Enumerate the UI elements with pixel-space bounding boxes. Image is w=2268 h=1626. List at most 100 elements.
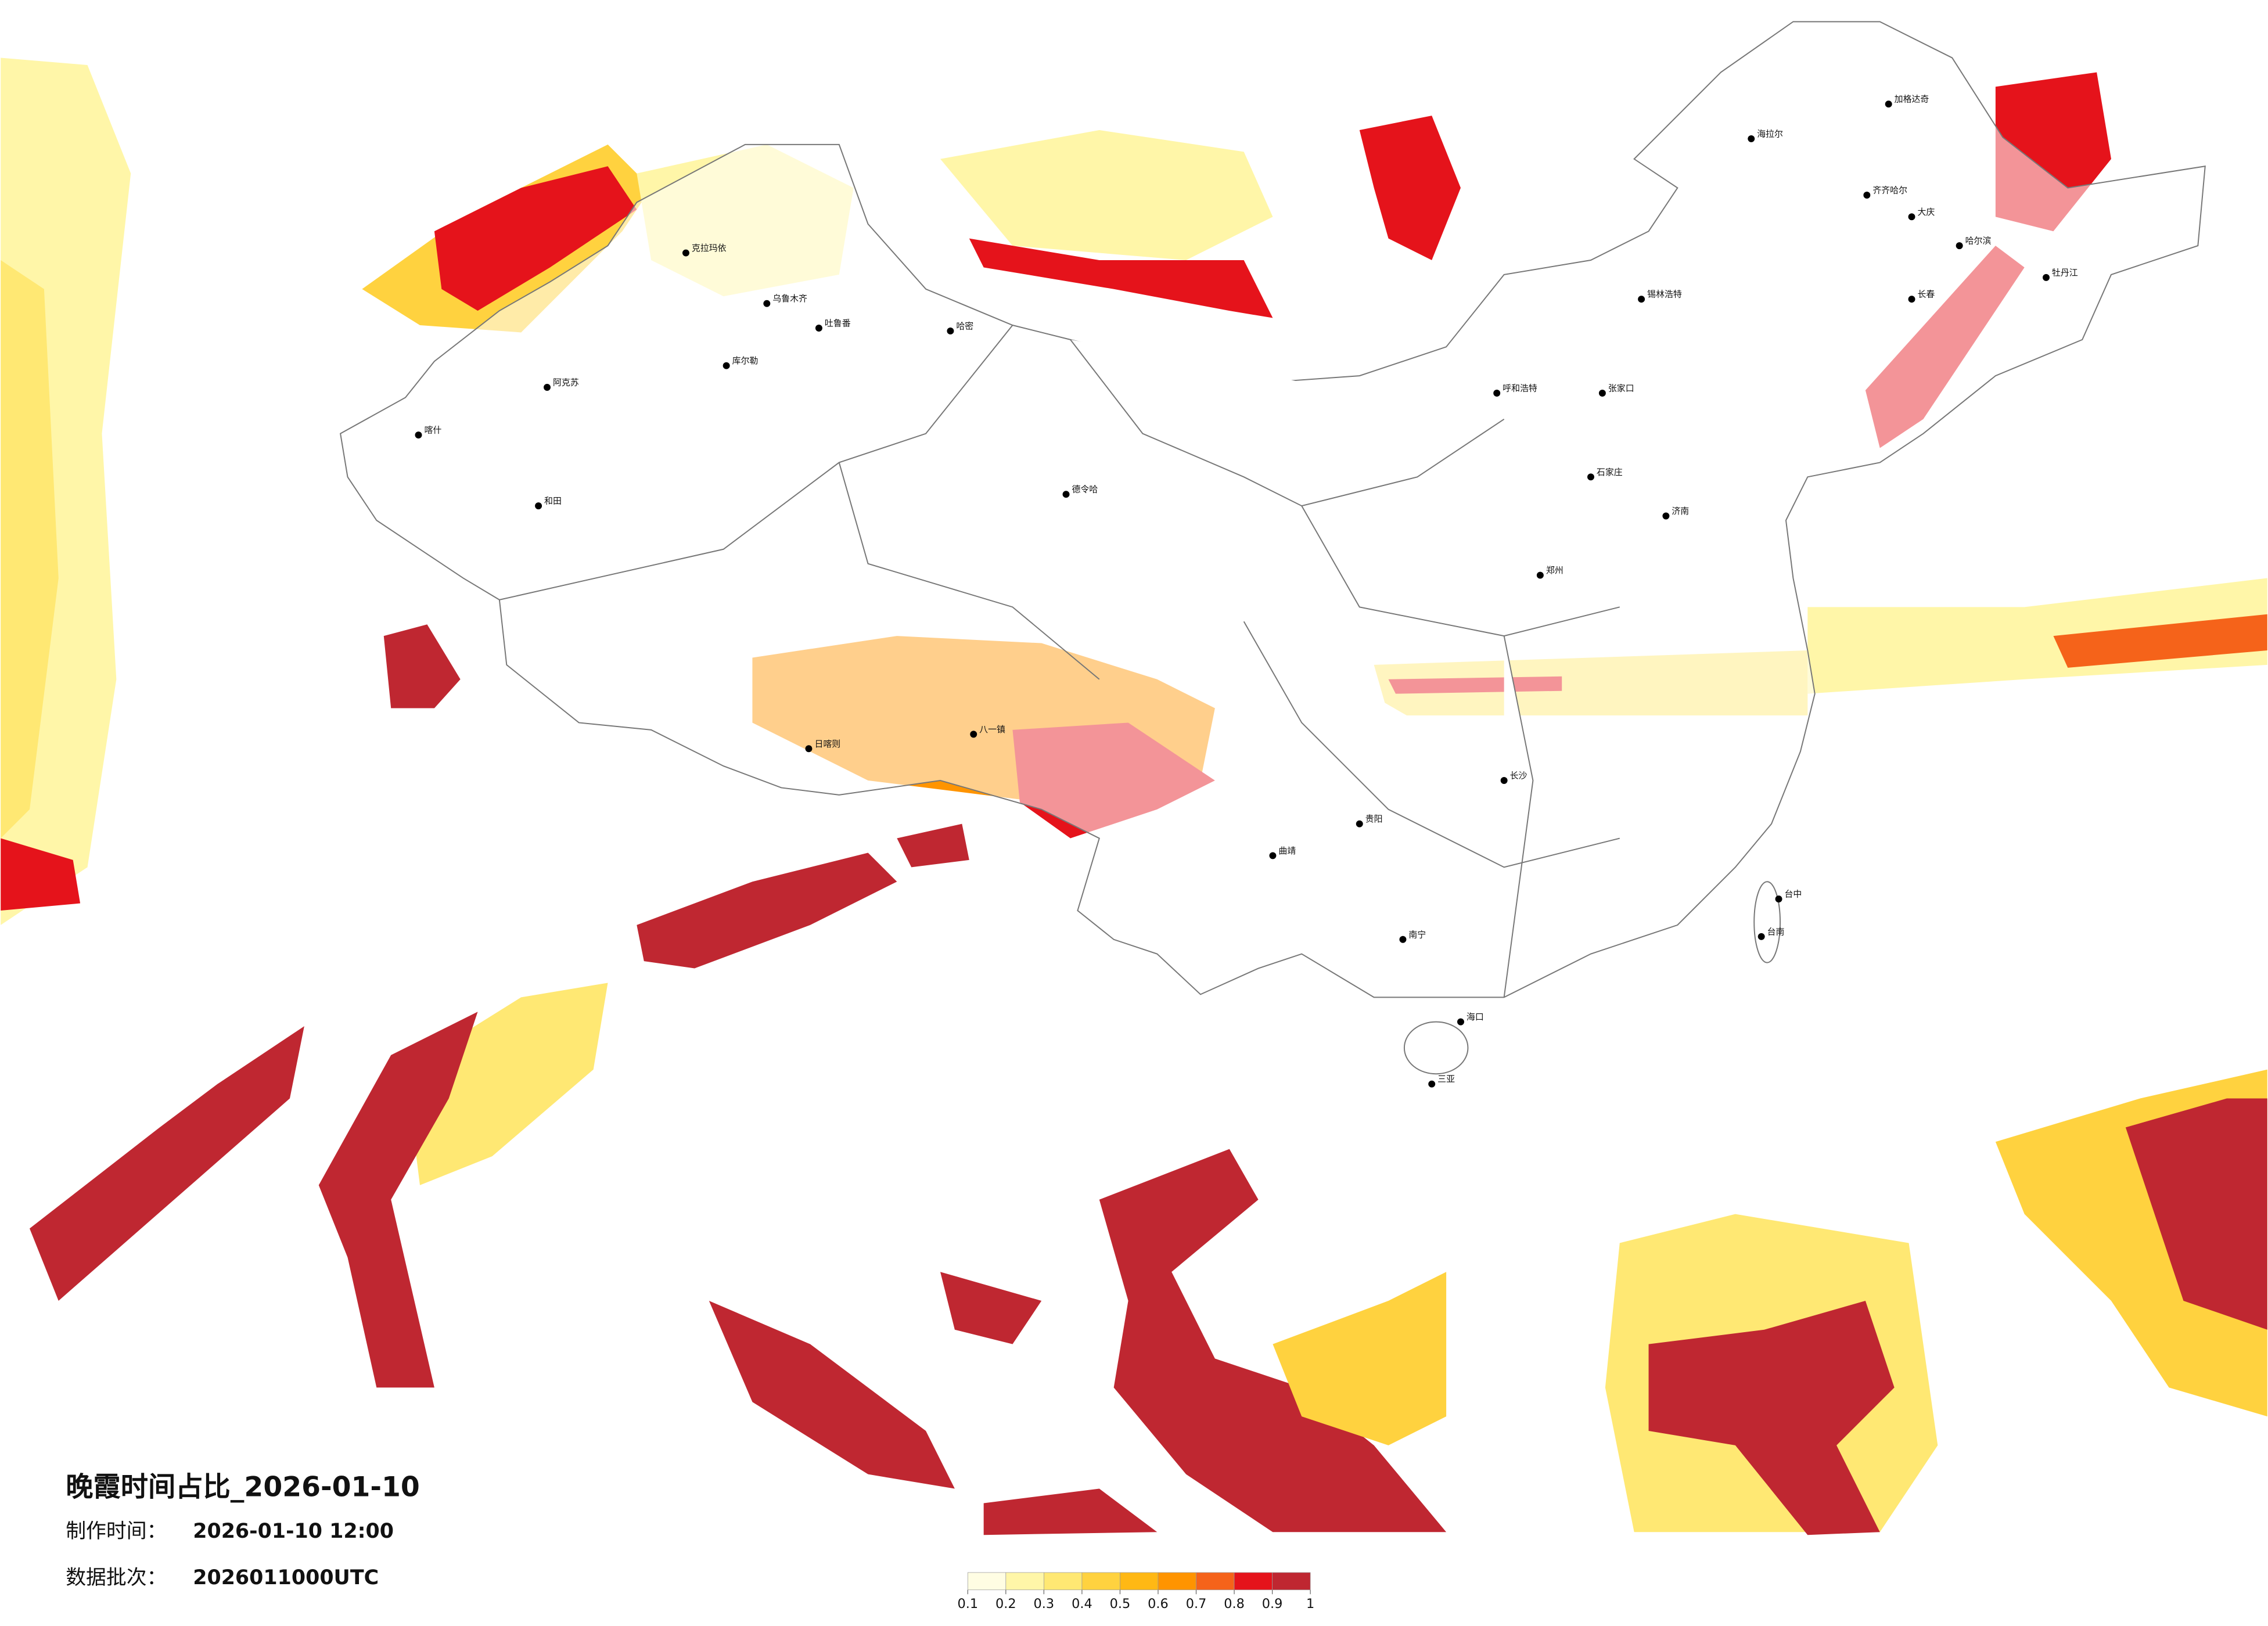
city-label: 喀什 <box>424 425 441 436</box>
city-dot <box>970 731 977 738</box>
city-label: 曲靖 <box>1278 846 1296 856</box>
city-label: 哈密 <box>956 321 973 331</box>
city-dot <box>1863 192 1871 199</box>
map-title: 晚霞时间占比_2026-01-10 <box>66 1472 420 1503</box>
field-area <box>383 624 461 708</box>
colorbar-tick-label: 1 <box>1306 1596 1314 1611</box>
field-area <box>1 260 59 839</box>
city-dot <box>1662 512 1670 520</box>
city-dot <box>947 327 954 334</box>
colorbar-tick-label: 0.9 <box>1262 1596 1283 1611</box>
colorbar-tick-label: 0.8 <box>1224 1596 1245 1611</box>
city-dot <box>723 362 730 369</box>
colorbar-swatch <box>1234 1572 1273 1591</box>
data-batch-label: 数据批次： <box>66 1566 167 1589</box>
colorbar-swatch <box>1043 1572 1083 1591</box>
colorbar-swatch <box>1120 1572 1159 1591</box>
hainan-outline <box>1403 1021 1469 1075</box>
outline <box>340 21 2206 1075</box>
city-label: 南宁 <box>1408 929 1426 940</box>
colorbar-tick-label: 0.7 <box>1186 1596 1207 1611</box>
field-area <box>405 983 608 1185</box>
colorbar-swatch <box>1196 1572 1235 1591</box>
city-dot <box>1493 390 1501 397</box>
city-label: 牡丹江 <box>2052 267 2078 278</box>
city-dot <box>1638 296 1645 303</box>
taiwan-outline <box>1753 881 1781 963</box>
china-outline <box>340 21 2206 998</box>
city-label: 齐齐哈尔 <box>1872 185 1907 196</box>
city-dot <box>1536 571 1544 579</box>
city-dot <box>1908 296 1915 303</box>
field-area <box>1648 1301 1895 1535</box>
city-label: 海拉尔 <box>1757 128 1783 139</box>
city-label: 库尔勒 <box>732 355 759 366</box>
city-dot <box>1908 213 1915 221</box>
city-dot <box>682 249 689 257</box>
city-dot <box>805 745 813 753</box>
field-area <box>983 1488 1158 1535</box>
colorbar-tick-label: 0.6 <box>1148 1596 1169 1611</box>
city-label: 吐鲁番 <box>825 318 851 329</box>
city-dot <box>2043 274 2050 281</box>
city-dot <box>1457 1018 1464 1026</box>
colorbar-tick-label: 0.5 <box>1110 1596 1131 1611</box>
field-area <box>709 1301 955 1489</box>
city-dot <box>1598 390 1606 397</box>
field-area <box>969 238 1273 318</box>
city-label: 长春 <box>1917 289 1935 300</box>
city-dot <box>1356 820 1363 828</box>
field-area <box>434 166 637 311</box>
production-time-label: 制作时间： <box>66 1520 167 1543</box>
colorbar-tick-label: 0.3 <box>1034 1596 1055 1611</box>
city-label: 长沙 <box>1510 771 1527 781</box>
city-dot <box>1757 933 1765 940</box>
colorbar-swatch <box>1005 1572 1044 1591</box>
colorbar-swatch <box>1081 1572 1120 1591</box>
field-area <box>1099 1149 1447 1533</box>
city-dot <box>1587 473 1594 481</box>
field-area <box>637 852 897 969</box>
field-area <box>1273 1272 1447 1445</box>
data-batch-value: 2026011000UTC <box>193 1566 379 1589</box>
colorbar-tick-label: 0.4 <box>1072 1596 1092 1611</box>
city-label: 加格达奇 <box>1895 94 1929 105</box>
production-time-value: 2026-01-10 12:00 <box>193 1520 394 1543</box>
city-dot <box>1748 135 1755 142</box>
city-label: 石家庄 <box>1597 467 1623 477</box>
field-area <box>2125 1098 2267 1330</box>
city-label: 八一镇 <box>979 724 1005 735</box>
city-label: 乌鲁木齐 <box>772 293 807 304</box>
city-label: 海口 <box>1467 1012 1484 1022</box>
field-area <box>318 1012 478 1388</box>
city-label: 大庆 <box>1917 207 1935 217</box>
colorbar: 0.1 0.2 0.3 0.4 0.5 0.6 0.7 0.8 0.9 1 <box>957 1572 1314 1611</box>
city-dot <box>815 325 822 332</box>
city-label: 呼和浩特 <box>1503 383 1537 394</box>
field-area <box>940 1272 1042 1344</box>
province-line <box>499 325 1620 998</box>
city-label: 郑州 <box>1546 565 1563 575</box>
city-dot <box>1428 1080 1436 1088</box>
city-label: 三亚 <box>1437 1074 1455 1084</box>
city-label: 克拉玛依 <box>692 243 727 253</box>
city-label: 贵阳 <box>1365 814 1383 824</box>
field-area <box>940 130 1273 260</box>
city-label: 台南 <box>1767 926 1785 937</box>
city-dot <box>1885 100 1892 108</box>
colorbar-swatch <box>1272 1572 1311 1591</box>
city-dot <box>1062 491 1070 498</box>
colorbar-swatch <box>967 1572 1007 1591</box>
city-dot <box>1269 852 1277 859</box>
colorbar-swatch <box>1158 1572 1196 1591</box>
city-label: 哈尔滨 <box>1965 236 1992 246</box>
city-dot <box>1956 242 1963 250</box>
colorbar-tick-label: 0.2 <box>995 1596 1016 1611</box>
field-area <box>2053 614 2267 668</box>
field-area <box>29 1026 304 1301</box>
field-area <box>1 838 81 911</box>
city-label: 锡林浩特 <box>1647 289 1682 300</box>
